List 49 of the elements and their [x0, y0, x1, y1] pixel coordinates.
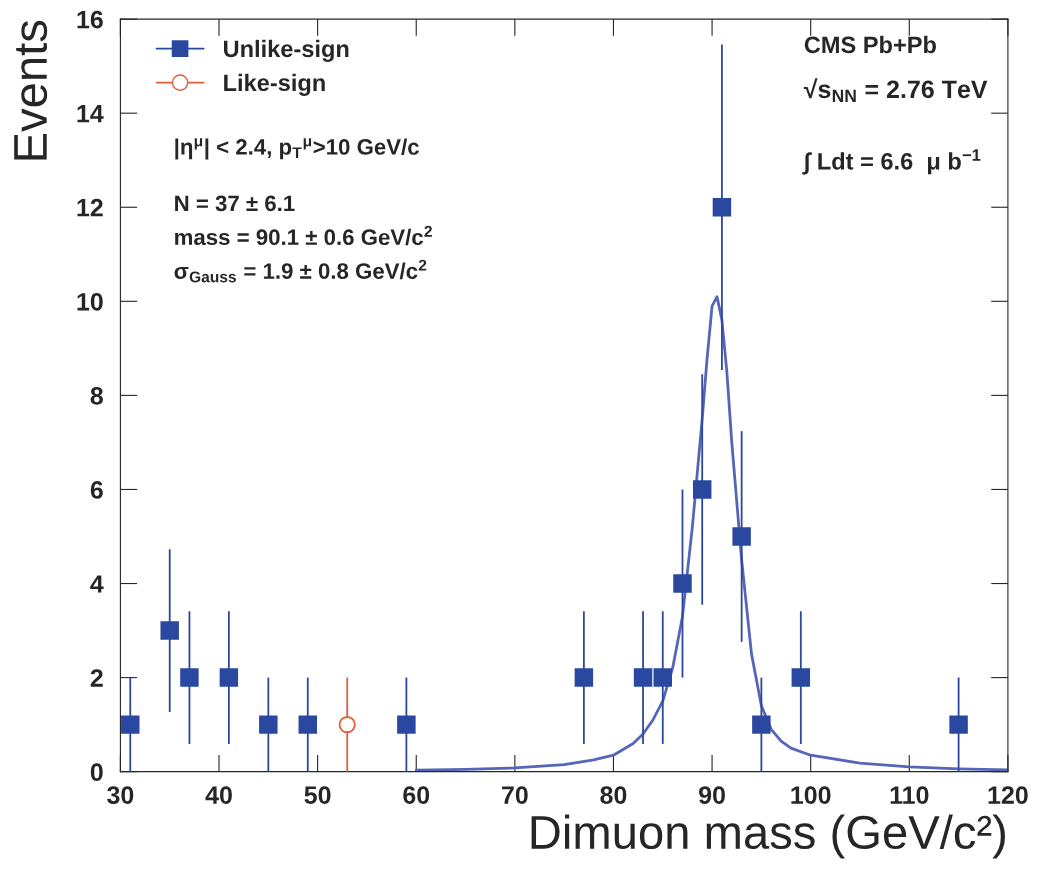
point [791, 668, 811, 687]
point [633, 668, 653, 687]
y-tick-label: 2 [90, 669, 103, 687]
annotation: N = 37 ± 6.1 [175, 195, 295, 212]
legend-label: Like-sign [224, 73, 325, 96]
point [949, 715, 968, 734]
y-tick-label: 8 [90, 387, 103, 405]
x-tick-label: 40 [205, 786, 232, 804]
y-axis-title: Events [14, 20, 48, 160]
y-tick-label: 14 [77, 105, 104, 123]
legend-label: Unlike-sign [224, 39, 349, 62]
y-tick-label: 0 [90, 763, 103, 781]
y-tick-label: 4 [90, 575, 104, 593]
x-tick-label: 50 [304, 786, 331, 804]
line-series [414, 295, 1008, 772]
x-tick-label: 70 [502, 786, 528, 804]
annotation: σ$_{Gauss}$ = 1.9 ± 0.8 GeV/c$^{2}$ [174, 259, 427, 283]
point [653, 668, 673, 687]
y-tick-label: 16 [77, 10, 103, 29]
y-tick-label: 10 [77, 292, 103, 311]
x-tick-label: 100 [791, 786, 831, 804]
point [574, 668, 594, 687]
point [712, 198, 732, 217]
annotation: CMS Pb+Pb [804, 35, 936, 54]
point [160, 621, 179, 640]
point [673, 574, 692, 593]
x-tick-label: 30 [107, 786, 134, 804]
annotation: ∫ Ldt = 6.6 μ b$^{−1}$ [802, 149, 981, 175]
point [259, 715, 278, 734]
annotation: √s$_{NN}$ = 2.76 TeV [803, 78, 988, 102]
x-tick-label: 80 [600, 786, 627, 804]
x-axis-title: Dimuon mass (GeV/c²) [531, 814, 1005, 859]
point [219, 668, 239, 687]
point [121, 715, 140, 734]
point [338, 716, 356, 734]
x-tick-label: 120 [988, 786, 1028, 804]
annotation: mass = 90.1 ± 0.6 GeV/c$^{2}$ [175, 225, 432, 246]
point [180, 668, 199, 687]
x-tick-label: 110 [890, 786, 929, 804]
x-tick-label: 60 [403, 786, 430, 804]
point [752, 715, 771, 734]
y-tick-label: 6 [90, 481, 103, 499]
point [397, 715, 416, 734]
y-tick-label: 12 [77, 198, 103, 217]
x-tick-label: 90 [699, 786, 725, 804]
point [732, 527, 751, 546]
annotation: |η$^{μ}$| < 2.4, p$_{T}$$^{μ}$>10 GeV/c [175, 138, 419, 160]
point [692, 480, 712, 499]
point [298, 715, 318, 734]
